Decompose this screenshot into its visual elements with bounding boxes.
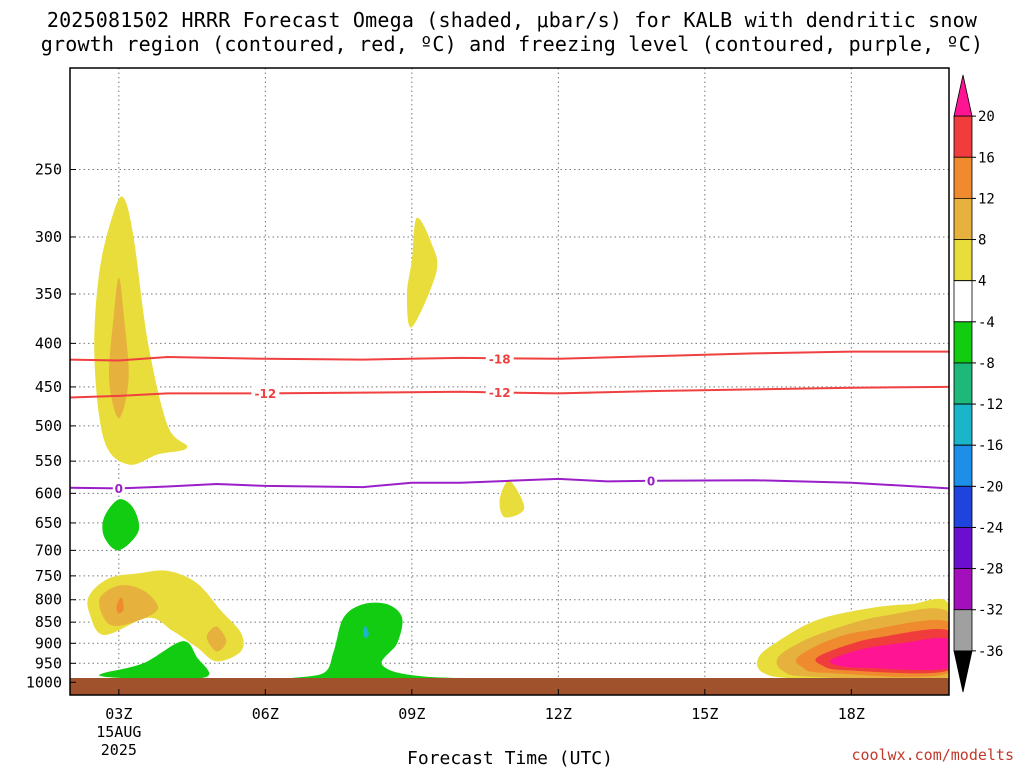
x-tick-date: 15AUG [96, 723, 141, 741]
omega-region-0 [94, 196, 188, 465]
colorbar-label-4: 4 [978, 274, 986, 290]
y-tick-label-850: 850 [35, 613, 62, 631]
colorbar-swatch-9 [953, 444, 973, 487]
colorbar-swatch-1 [953, 115, 973, 158]
y-tick-label-600: 600 [35, 484, 62, 502]
colorbar-swatch-8 [953, 403, 973, 446]
colorbar-label-8: -16 [978, 438, 1003, 454]
omega-region-6 [99, 585, 159, 627]
x-tick-label-15Z: 15Z [691, 705, 718, 723]
contour-label-0: -18 [489, 352, 511, 366]
plot-frame [69, 67, 950, 696]
temperature-contours [70, 350, 949, 490]
colorbar-label-13: -36 [978, 644, 1003, 660]
contour-label-bg-0 [485, 351, 514, 366]
omega-region-7 [116, 597, 124, 614]
contour-label-bg-3 [112, 481, 125, 496]
y-tick-label-450: 450 [35, 378, 62, 396]
y-tick-label-500: 500 [35, 417, 62, 435]
y-tick-label-950: 950 [35, 654, 62, 672]
omega-region-4 [499, 480, 525, 518]
y-tick-label-350: 350 [35, 285, 62, 303]
colorbar-swatch-12 [953, 568, 973, 611]
colorbar-swatch-13 [953, 609, 973, 652]
y-tick-label-900: 900 [35, 634, 62, 652]
omega-shaded-regions [87, 196, 949, 685]
x-tick-label-12Z: 12Z [545, 705, 572, 723]
colorbar-swatch-10 [953, 485, 973, 528]
contour-line-0 [70, 350, 949, 362]
omega-region-3 [102, 499, 140, 551]
colorbar-label-9: -20 [978, 479, 1003, 495]
colorbar-swatch-4 [953, 239, 973, 282]
x-tick-label-18Z: 18Z [838, 705, 865, 723]
y-tick-label-1000: 1000 [26, 673, 62, 691]
omega-region-2 [406, 217, 438, 328]
colorbar-swatch-2 [953, 156, 973, 199]
y-tick-label-750: 750 [35, 567, 62, 585]
omega-region-8 [206, 626, 227, 652]
omega-region-16 [830, 637, 949, 671]
contour-labels: -18 -12 -12 0 0 [112, 351, 658, 496]
omega-region-10 [289, 602, 551, 681]
colorbar-swatch-7 [953, 362, 973, 405]
chart-title: 2025081502 HRRR Forecast Omega (shaded, … [0, 8, 1024, 56]
colorbar-swatch-0 [953, 74, 973, 117]
colorbar-label-5: -4 [978, 315, 995, 331]
colorbar-label-0: 20 [978, 109, 995, 125]
colorbar-swatch-14 [953, 650, 973, 693]
y-axis-ticks: 250 300 350 400 450 500 550 600 650 700 750 800 850 9… [26, 161, 76, 691]
colorbar-swatch-6 [953, 321, 973, 364]
omega-region-1 [108, 277, 129, 419]
colorbar-swatch-11 [953, 527, 973, 569]
y-tick-label-550: 550 [35, 452, 62, 470]
contour-label-3: 0 [115, 482, 123, 496]
contour-label-4: 0 [647, 474, 655, 488]
colorbar-swatch-5 [953, 280, 973, 323]
colorbar-label-3: 8 [978, 233, 986, 249]
y-tick-label-250: 250 [35, 161, 62, 179]
omega-region-11 [363, 625, 369, 639]
contour-label-bg-4 [645, 473, 658, 488]
colorbar: 20 16 12 8 4 -4 -8 -12 -16 -20 -24 -28 -32 -36 [953, 74, 1003, 693]
chart-title-line2: growth region (contoured, red, ºC) and f… [40, 32, 984, 56]
x-tick-label-09Z: 09Z [398, 705, 425, 723]
terrain-surface [70, 678, 949, 695]
chart-title-line1: 2025081502 HRRR Forecast Omega (shaded, … [46, 8, 978, 32]
contour-line-2 [70, 477, 949, 490]
contour-label-2: -12 [489, 386, 511, 400]
contour-label-bg-1 [251, 386, 280, 401]
y-tick-label-700: 700 [35, 541, 62, 559]
colorbar-label-11: -28 [978, 562, 1003, 578]
colorbar-label-10: -24 [978, 520, 1003, 536]
colorbar-label-6: -8 [978, 356, 995, 372]
colorbar-swatch-3 [953, 198, 973, 240]
y-tick-label-300: 300 [35, 228, 62, 246]
x-tick-label-06Z: 06Z [252, 705, 279, 723]
x-tick-label-03Z: 03Z [105, 705, 132, 723]
contour-label-1: -12 [254, 387, 276, 401]
contour-label-bg-2 [485, 385, 514, 400]
y-tick-label-800: 800 [35, 591, 62, 609]
credit-text: coolwx.com/modelts [851, 746, 1014, 764]
colorbar-label-1: 16 [978, 150, 995, 166]
x-tick-year: 2025 [101, 741, 137, 759]
y-tick-label-400: 400 [35, 334, 62, 352]
colorbar-label-2: 12 [978, 191, 995, 207]
omega-region-9 [99, 641, 210, 679]
y-tick-label-650: 650 [35, 514, 62, 532]
colorbar-label-12: -32 [978, 603, 1003, 619]
x-axis-label: Forecast Time (UTC) [407, 748, 613, 768]
contour-line-1 [70, 385, 949, 399]
colorbar-label-7: -12 [978, 397, 1003, 413]
